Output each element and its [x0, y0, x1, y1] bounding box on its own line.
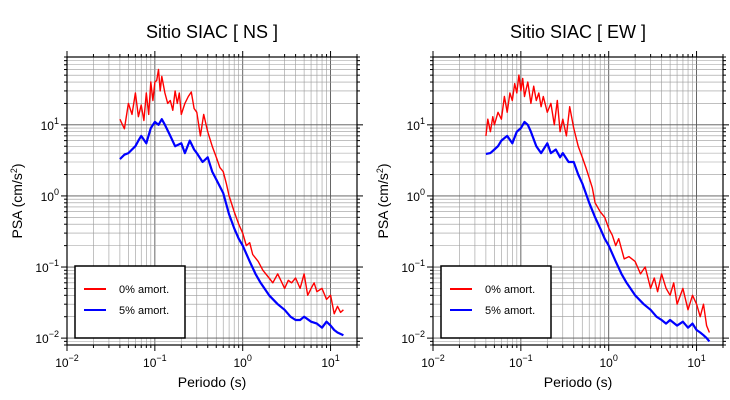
x-tick-label: 100: [234, 353, 252, 370]
chart-title: Sitio SIAC [ EW ]: [510, 22, 646, 42]
legend-label-0: 0% amort.: [485, 284, 535, 296]
chart-panel-ns: Sitio SIAC [ NS ] 10−2 10−1 100 101 10−2 10−1…: [9, 22, 363, 390]
series-group: [119, 68, 344, 337]
chart-panel-ew: Sitio SIAC [ EW ] 10−2 10−1 100 101 10−2 10−1…: [375, 22, 729, 390]
y-tick-label: 101: [407, 116, 425, 133]
legend-label-1: 5% amort.: [119, 305, 169, 317]
y-tick-label: 100: [41, 187, 59, 204]
x-tick-label: 10−2: [55, 353, 79, 370]
y-tick-label: 100: [407, 187, 425, 204]
plot-frame: [432, 56, 724, 346]
series-line-damped: [485, 120, 711, 343]
legend: 0% amort. 5% amort.: [74, 265, 186, 339]
series-line-damped: [119, 118, 344, 337]
series-line-undamped: [119, 68, 344, 315]
plot-frame: [66, 56, 358, 346]
x-tick-label: 10−2: [421, 353, 445, 370]
x-tick-label: 100: [600, 353, 618, 370]
y-tick-label: 10−2: [401, 329, 425, 346]
x-tick-label: 101: [321, 353, 339, 370]
y-tick-label: 10−1: [401, 258, 425, 275]
y-tick-label: 101: [41, 116, 59, 133]
x-axis-label: Periodo (s): [544, 374, 612, 390]
x-tick-label: 101: [687, 353, 705, 370]
series-group: [485, 74, 711, 343]
y-tick-label: 10−2: [35, 329, 59, 346]
chart-title: Sitio SIAC [ NS ]: [146, 22, 278, 42]
x-axis-label: Periodo (s): [178, 374, 246, 390]
series-line-undamped: [485, 74, 711, 333]
y-tick-label: 10−1: [35, 258, 59, 275]
y-axis-label: PSA (cm/s2): [9, 163, 25, 238]
legend: 0% amort. 5% amort.: [440, 265, 552, 339]
legend-label-1: 5% amort.: [485, 305, 535, 317]
grid: [66, 56, 358, 346]
axis-ticks: 10−2 10−1 100 101 10−2 10−1 100 101: [35, 51, 363, 370]
y-axis-label: PSA (cm/s2): [375, 163, 391, 238]
legend-box: [74, 265, 186, 339]
legend-box: [440, 265, 552, 339]
x-tick-label: 10−1: [509, 353, 533, 370]
x-tick-label: 10−1: [143, 353, 167, 370]
legend-label-0: 0% amort.: [119, 284, 169, 296]
axis-ticks: 10−2 10−1 100 101 10−2 10−1 100 101: [401, 51, 729, 370]
